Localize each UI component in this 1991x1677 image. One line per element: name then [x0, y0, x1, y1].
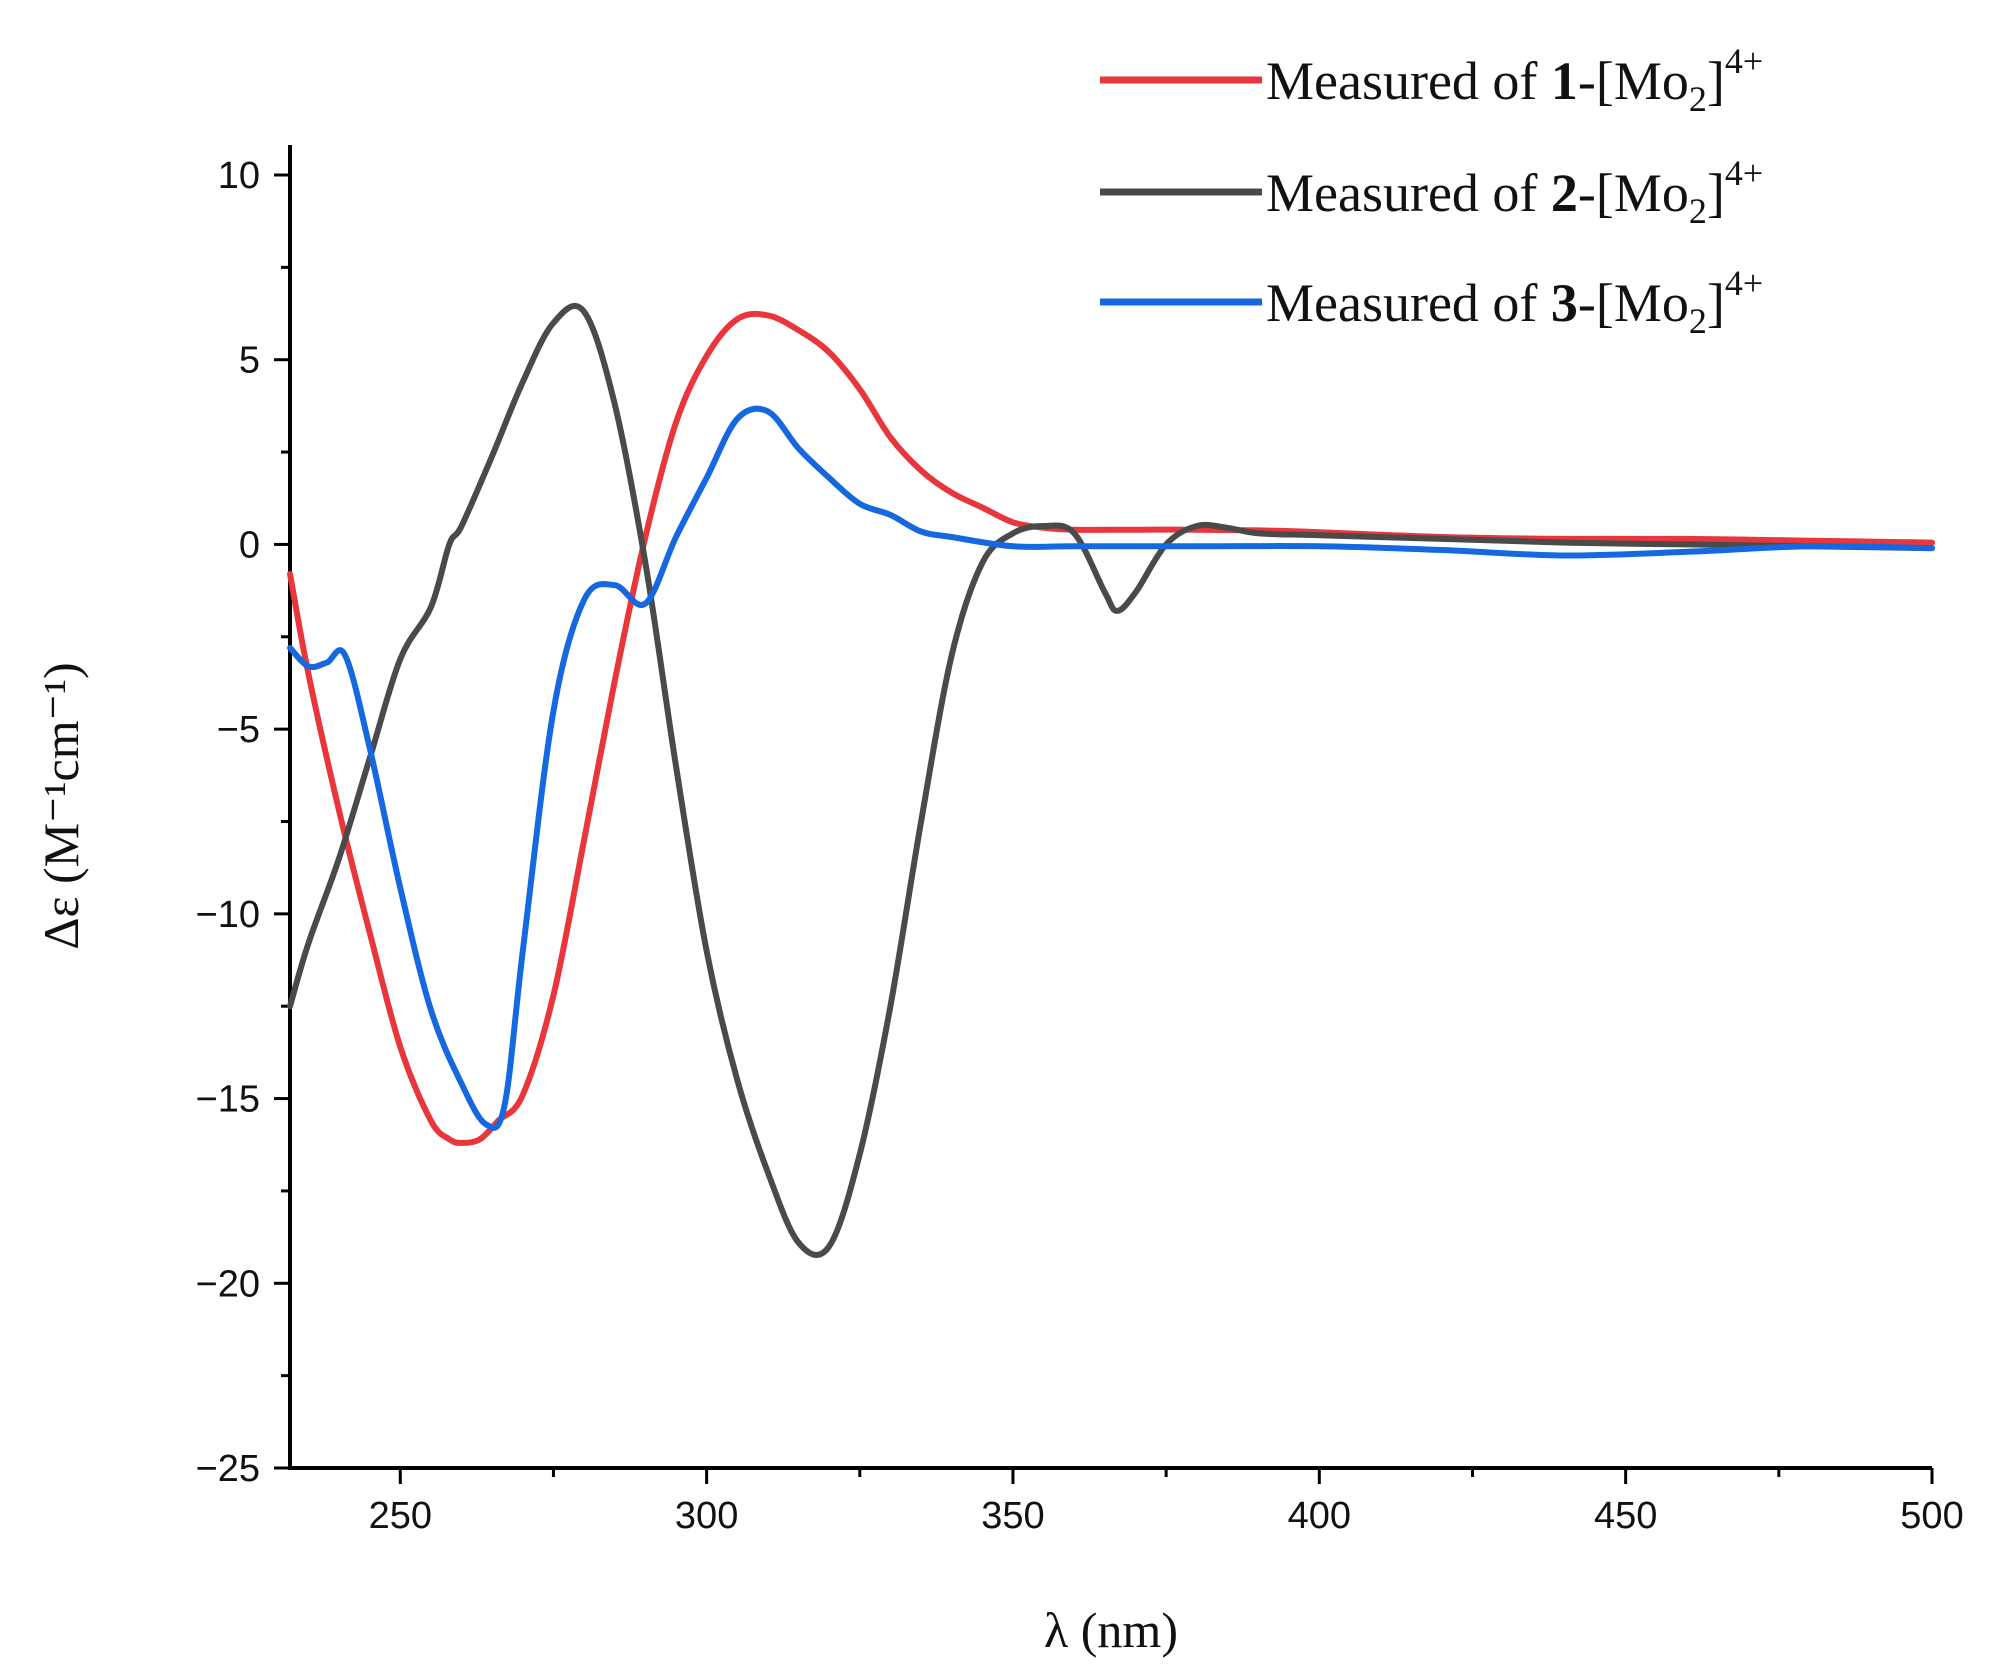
- legend-label-series-3: Measured of 3-[Mo2]4+: [1266, 263, 1763, 341]
- legend-bracket: ]: [1707, 163, 1725, 223]
- series-line-3: [287, 405, 1935, 1131]
- legend-prefix: Measured of: [1266, 51, 1551, 111]
- y-tick-label: 0: [239, 524, 260, 566]
- legend-prefix: Measured of: [1266, 163, 1551, 223]
- legend-compound-number: 1: [1551, 51, 1578, 111]
- legend-subscript: 2: [1689, 301, 1707, 341]
- y-tick-label: 10: [218, 155, 260, 197]
- legend-metal: -[Mo: [1578, 163, 1689, 223]
- x-axis-title: λ (nm): [1044, 1602, 1178, 1658]
- legend-label-series-2: Measured of 2-[Mo2]4+: [1266, 153, 1763, 231]
- legend: Measured of 1-[Mo2]4+ Measured of 2-[Mo2…: [1100, 41, 1763, 341]
- legend-entry: Measured of 2-[Mo2]4+: [1100, 153, 1763, 231]
- legend-superscript: 4+: [1725, 153, 1763, 193]
- axis-ticks: [274, 173, 1934, 1484]
- y-tick-label: −10: [196, 894, 260, 936]
- series-line-2: [287, 303, 1935, 1258]
- x-tick-label: 250: [369, 1495, 432, 1537]
- legend-subscript: 2: [1689, 191, 1707, 231]
- legend-entry: Measured of 3-[Mo2]4+: [1100, 263, 1763, 341]
- legend-subscript: 2: [1689, 79, 1707, 119]
- tick-labels: 250 300 350 400 450 500 10 5 0 −5 −10 −15 −20 −25: [196, 155, 1964, 1537]
- legend-label-series-1: Measured of 1-[Mo2]4+: [1266, 41, 1763, 119]
- x-tick-label: 300: [675, 1495, 738, 1537]
- legend-bracket: ]: [1707, 273, 1725, 333]
- legend-superscript: 4+: [1725, 263, 1763, 303]
- series-layer: [287, 303, 1935, 1258]
- legend-compound-number: 3: [1551, 273, 1578, 333]
- x-tick-label: 350: [981, 1495, 1044, 1537]
- legend-bracket: ]: [1707, 51, 1725, 111]
- x-tick-label: 450: [1594, 1495, 1657, 1537]
- y-tick-label: −15: [196, 1079, 260, 1121]
- x-tick-label: 500: [1900, 1495, 1963, 1537]
- y-axis-title: Δε (M⁻¹cm⁻¹): [33, 662, 89, 949]
- legend-compound-number: 2: [1551, 163, 1578, 223]
- y-tick-label: −20: [196, 1263, 260, 1305]
- y-tick-label: −5: [217, 709, 260, 751]
- series-line-1: [287, 310, 1935, 1146]
- y-tick-label: −25: [196, 1448, 260, 1490]
- legend-prefix: Measured of: [1266, 273, 1551, 333]
- x-tick-label: 400: [1288, 1495, 1351, 1537]
- legend-metal: -[Mo: [1578, 51, 1689, 111]
- legend-entry: Measured of 1-[Mo2]4+: [1100, 41, 1763, 119]
- legend-metal: -[Mo: [1578, 273, 1689, 333]
- legend-superscript: 4+: [1725, 41, 1763, 81]
- y-tick-label: 5: [239, 340, 260, 382]
